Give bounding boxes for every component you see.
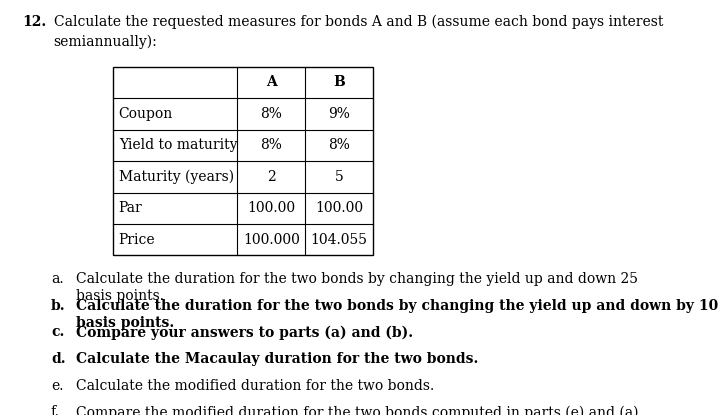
Text: 9%: 9% (328, 107, 350, 121)
Text: Coupon: Coupon (119, 107, 173, 121)
Text: basis points.: basis points. (77, 289, 164, 303)
Text: Calculate the duration for the two bonds by changing the yield up and down by 10: Calculate the duration for the two bonds… (77, 299, 719, 313)
Text: Price: Price (119, 233, 155, 247)
Text: B: B (333, 76, 345, 89)
Text: Calculate the Macaulay duration for the two bonds.: Calculate the Macaulay duration for the … (77, 352, 479, 366)
Text: Calculate the modified duration for the two bonds.: Calculate the modified duration for the … (77, 379, 435, 393)
Text: Calculate the requested measures for bonds A and B (assume each bond pays intere: Calculate the requested measures for bon… (54, 15, 663, 29)
Text: 8%: 8% (260, 138, 283, 152)
Text: c.: c. (51, 325, 64, 339)
Text: semiannually):: semiannually): (54, 35, 158, 49)
Text: d.: d. (51, 352, 66, 366)
Text: 100.00: 100.00 (247, 201, 296, 215)
Text: Compare the modified duration for the two bonds computed in parts (e) and (a).: Compare the modified duration for the tw… (77, 405, 643, 415)
Text: Par: Par (119, 201, 142, 215)
Text: 12.: 12. (22, 15, 47, 29)
Text: Yield to maturity: Yield to maturity (119, 138, 237, 152)
Text: Compare your answers to parts (a) and (b).: Compare your answers to parts (a) and (b… (77, 325, 414, 340)
Text: a.: a. (51, 272, 64, 286)
Text: b.: b. (51, 299, 66, 313)
Text: 8%: 8% (328, 138, 350, 152)
Text: A: A (266, 76, 277, 89)
Text: 2: 2 (267, 170, 275, 184)
Text: 100.00: 100.00 (315, 201, 364, 215)
Text: basis points.: basis points. (77, 316, 174, 330)
Text: f.: f. (51, 405, 60, 415)
Text: 100.000: 100.000 (243, 233, 300, 247)
Text: Calculate the duration for the two bonds by changing the yield up and down 25: Calculate the duration for the two bonds… (77, 272, 638, 286)
Text: 8%: 8% (260, 107, 283, 121)
Text: Maturity (years): Maturity (years) (119, 170, 234, 184)
Text: 5: 5 (335, 170, 343, 184)
Text: e.: e. (51, 379, 64, 393)
Text: 104.055: 104.055 (311, 233, 368, 247)
